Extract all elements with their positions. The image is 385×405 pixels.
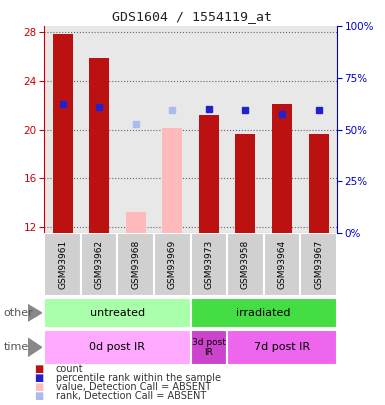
Text: GSM93969: GSM93969 <box>168 240 177 289</box>
Text: 7d post IR: 7d post IR <box>254 342 310 352</box>
Text: time: time <box>4 342 29 352</box>
Text: GSM93967: GSM93967 <box>314 240 323 289</box>
Bar <box>191 330 227 364</box>
Text: GSM93961: GSM93961 <box>58 240 67 289</box>
Text: ■: ■ <box>34 391 43 401</box>
Text: value, Detection Call = ABSENT: value, Detection Call = ABSENT <box>56 382 211 392</box>
Text: count: count <box>56 364 84 374</box>
Text: GSM93958: GSM93958 <box>241 240 250 289</box>
Bar <box>272 104 292 233</box>
Text: GSM93968: GSM93968 <box>131 240 140 289</box>
Text: rank, Detection Call = ABSENT: rank, Detection Call = ABSENT <box>56 391 206 401</box>
Bar <box>235 134 256 233</box>
Text: GSM93973: GSM93973 <box>204 240 213 289</box>
Bar <box>264 26 300 233</box>
Bar <box>44 233 81 296</box>
Bar <box>227 233 264 296</box>
Bar <box>308 134 329 233</box>
Text: GSM93962: GSM93962 <box>95 240 104 289</box>
Bar <box>89 58 109 233</box>
Bar <box>117 233 154 296</box>
Polygon shape <box>28 305 42 321</box>
Bar <box>44 330 191 364</box>
Bar <box>227 330 337 364</box>
Text: other: other <box>4 308 33 318</box>
Bar <box>126 212 146 233</box>
Text: 3d post
IR: 3d post IR <box>192 338 226 357</box>
Text: 0d post IR: 0d post IR <box>89 342 146 352</box>
Bar <box>264 233 300 296</box>
Bar <box>154 26 191 233</box>
Text: untreated: untreated <box>90 308 145 318</box>
Text: irradiated: irradiated <box>236 308 291 318</box>
Text: percentile rank within the sample: percentile rank within the sample <box>56 373 221 383</box>
Text: GDS1604 / 1554119_at: GDS1604 / 1554119_at <box>112 10 273 23</box>
Bar <box>81 233 117 296</box>
Text: ■: ■ <box>34 373 43 383</box>
Bar <box>154 233 191 296</box>
Bar <box>117 26 154 233</box>
Bar <box>191 298 337 328</box>
Bar <box>44 298 191 328</box>
Bar <box>52 34 73 233</box>
Text: GSM93964: GSM93964 <box>278 240 286 289</box>
Text: ■: ■ <box>34 364 43 374</box>
Bar <box>81 26 117 233</box>
Bar <box>199 115 219 233</box>
Bar <box>227 26 264 233</box>
Bar <box>191 233 227 296</box>
Bar <box>44 26 81 233</box>
Text: ■: ■ <box>34 382 43 392</box>
Bar <box>300 233 337 296</box>
Bar <box>191 26 227 233</box>
Polygon shape <box>28 338 42 356</box>
Bar <box>300 26 337 233</box>
Bar <box>162 128 182 233</box>
